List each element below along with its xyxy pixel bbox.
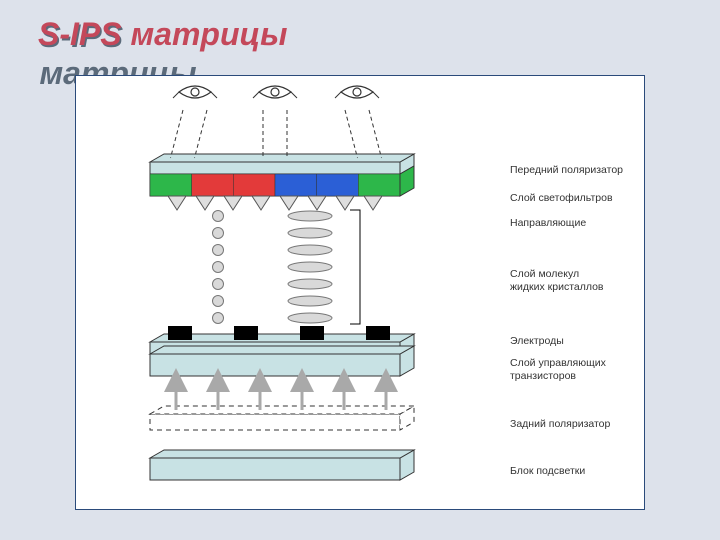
label-l1: Передний поляризатор xyxy=(510,164,623,177)
label-l2: Слой светофильтров xyxy=(510,192,613,205)
label-l3: Направляющие xyxy=(510,217,586,230)
diagram-svg xyxy=(0,0,720,540)
label-l8: Блок подсветки xyxy=(510,465,585,478)
label-l5: Электроды xyxy=(510,335,564,348)
label-l6: Слой управляющихтранзисторов xyxy=(510,357,606,382)
label-l4: Слой молекулжидких кристаллов xyxy=(510,268,604,293)
label-l7: Задний поляризатор xyxy=(510,418,610,431)
